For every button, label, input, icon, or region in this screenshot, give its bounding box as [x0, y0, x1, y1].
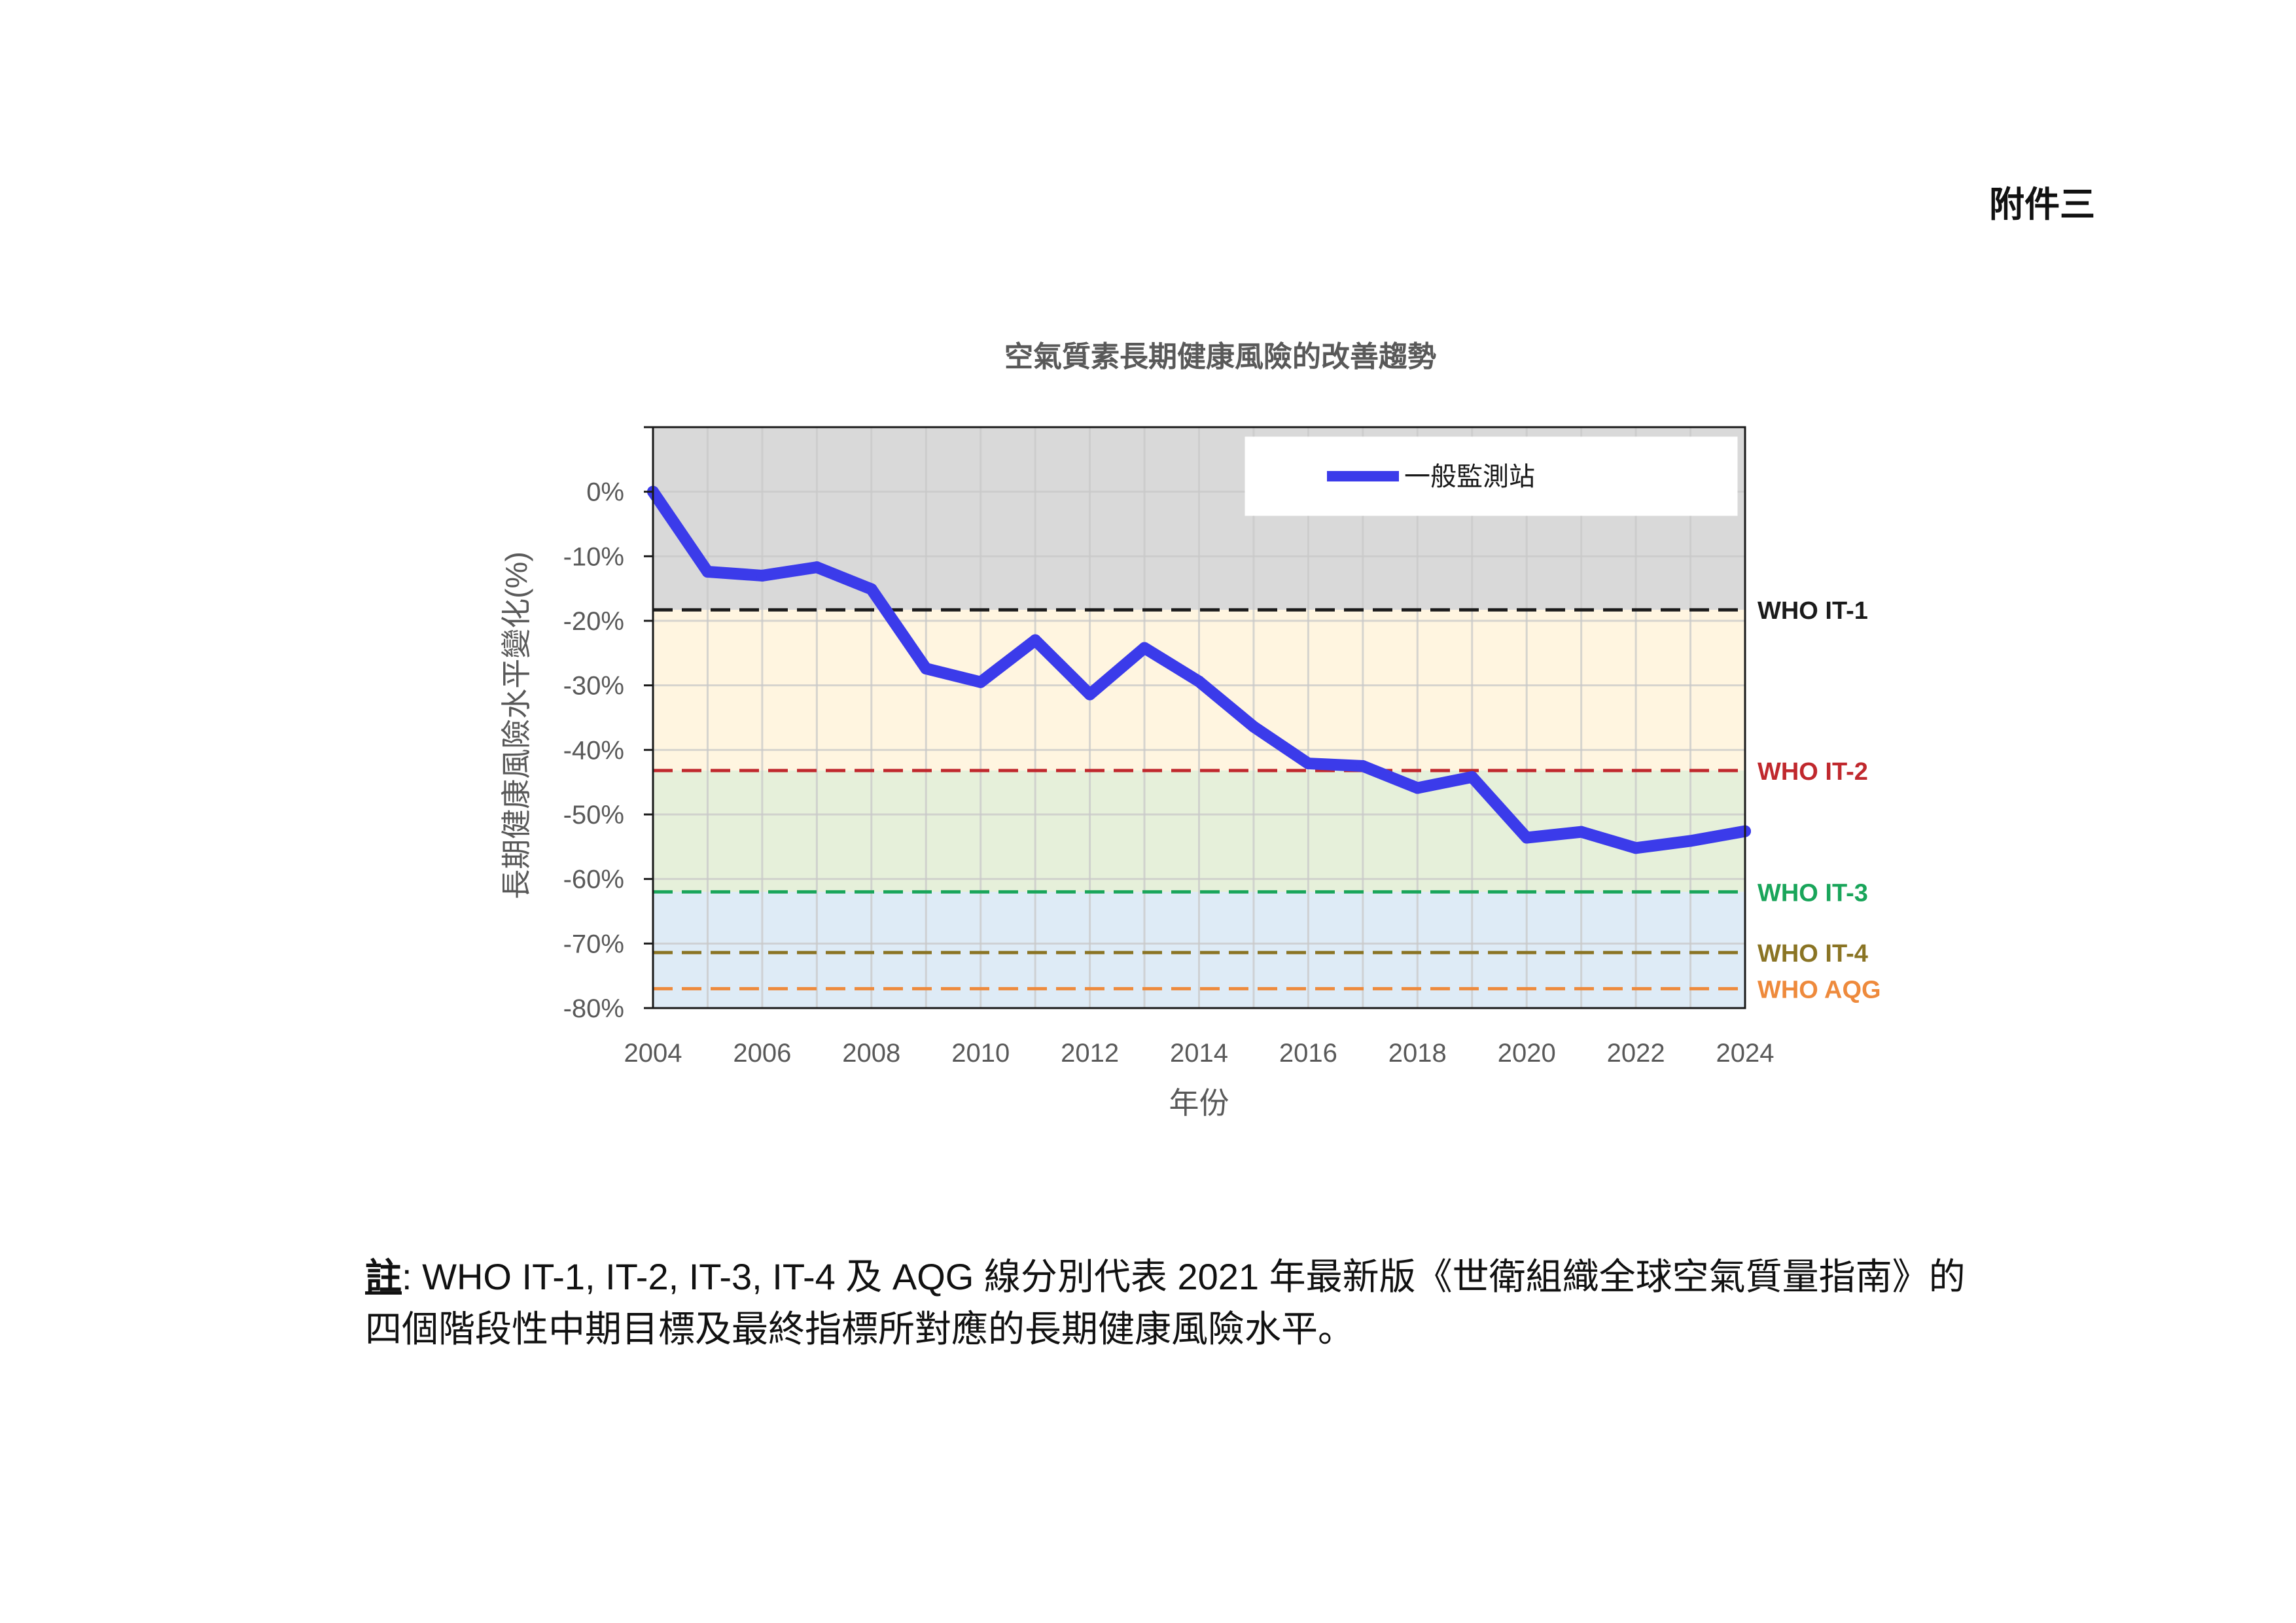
data-point-2019: [1466, 771, 1478, 783]
y-tick-label-8: -80%: [563, 994, 624, 1023]
y-tick-label-0: 0%: [586, 478, 624, 507]
y-tick-label-1: -10%: [563, 542, 624, 571]
reference-label-4: WHO AQG: [1757, 976, 1881, 1003]
x-tick-label-1: 2006: [733, 1039, 791, 1068]
data-point-2007: [811, 561, 823, 574]
reference-label-3: WHO IT-4: [1757, 940, 1868, 968]
x-tick-label-3: 2010: [951, 1039, 1010, 1068]
data-point-2013: [1139, 642, 1151, 654]
x-tick-label-9: 2022: [1607, 1039, 1665, 1068]
footnote: 註: WHO IT-1, IT-2, IT-3, IT-4 及 AQG 線分別代…: [365, 1251, 1968, 1355]
data-point-2023: [1684, 835, 1697, 847]
chart-title: 空氣質素長期健康風險的改善趨勢: [1004, 341, 1436, 373]
annex-label: 附件三: [1989, 185, 2095, 224]
risk-trend-chart: 空氣質素長期健康風險的改善趨勢 WHO IT-1 WHO IT-2 WHO IT-3…: [499, 341, 1881, 1120]
y-tick-label-6: -60%: [563, 865, 624, 894]
data-point-2008: [865, 583, 877, 595]
y-axis-title: 長期健康風險水平變化(%): [499, 551, 533, 899]
plot-frame: [652, 426, 1746, 1009]
data-point-2017: [1356, 760, 1369, 772]
grid-lines: [653, 427, 1745, 1008]
data-point-2016: [1302, 758, 1315, 770]
data-point-2005: [701, 566, 714, 578]
x-tick-label-5: 2014: [1170, 1039, 1228, 1068]
x-tick-label-10: 2024: [1716, 1039, 1775, 1068]
x-tick-label-4: 2012: [1061, 1039, 1119, 1068]
data-point-2009: [920, 663, 932, 675]
footnote-mark: 註: [365, 1256, 402, 1297]
data-point-2006: [756, 569, 768, 582]
legend-label: 一般監測站: [1404, 462, 1535, 491]
data-point-2014: [1193, 675, 1205, 688]
data-point-2015: [1247, 720, 1260, 733]
data-point-2012: [1084, 688, 1096, 701]
y-axis-ticks: 0% -10% -20% -30% -40% -50% -60% -70% -80%: [563, 426, 653, 1023]
reference-label-1: WHO IT-2: [1757, 758, 1868, 786]
x-tick-label-7: 2018: [1388, 1039, 1447, 1068]
reference-label-2: WHO IT-3: [1757, 879, 1868, 907]
who-reference-lines: WHO IT-1 WHO IT-2 WHO IT-3 WHO IT-4 WHO AQG: [653, 597, 1881, 1003]
y-tick-label-2: -20%: [563, 607, 624, 636]
reference-label-0: WHO IT-1: [1757, 597, 1868, 625]
data-point-2020: [1521, 831, 1533, 844]
data-point-2018: [1411, 782, 1424, 794]
y-tick-label-4: -40%: [563, 736, 624, 765]
y-tick-label-7: -70%: [563, 930, 624, 958]
footnote-text: : WHO IT-1, IT-2, IT-3, IT-4 及 AQG 線分別代表…: [365, 1256, 1966, 1350]
x-axis-ticks: 2004 2006 2008 2010 2012 2014 2016 2018 2020 2022…: [624, 1039, 1775, 1068]
legend: 一般監測站: [1245, 436, 1738, 516]
y-tick-label-5: -50%: [563, 801, 624, 829]
x-tick-label-2: 2008: [842, 1039, 900, 1068]
x-tick-label-6: 2016: [1279, 1039, 1337, 1068]
data-point-2010: [974, 676, 987, 688]
data-point-2022: [1630, 842, 1642, 854]
x-axis-title: 年份: [1169, 1086, 1229, 1120]
x-tick-label-0: 2004: [624, 1039, 682, 1068]
x-tick-label-8: 2020: [1498, 1039, 1556, 1068]
data-point-2021: [1575, 826, 1587, 838]
data-point-2011: [1029, 634, 1042, 646]
y-tick-label-3: -30%: [563, 672, 624, 701]
